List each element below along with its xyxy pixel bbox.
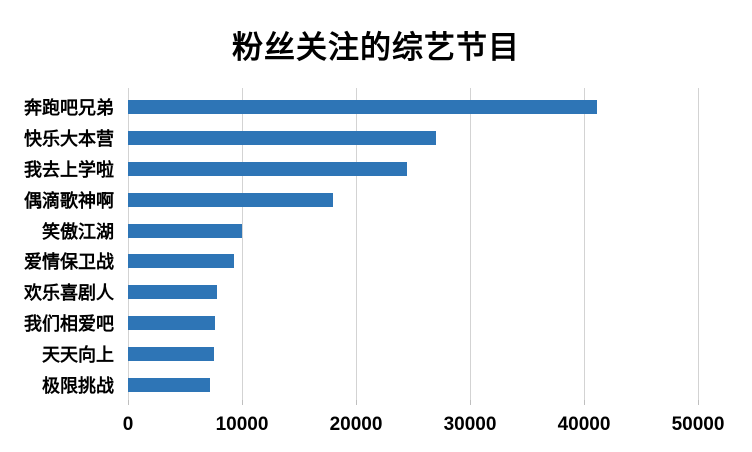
bar-row bbox=[128, 277, 700, 308]
bar-奔跑吧兄弟 bbox=[128, 100, 597, 115]
x-axis-tick-labels: 0 10000 20000 30000 40000 50000 bbox=[0, 414, 752, 438]
bar-row bbox=[128, 92, 700, 123]
bar-笑傲江湖 bbox=[128, 223, 242, 238]
gridline-x-0 bbox=[128, 88, 129, 400]
x-tick-mark bbox=[128, 400, 129, 405]
bar-row bbox=[128, 184, 700, 215]
bar-我去上学啦 bbox=[128, 161, 408, 176]
plot-area bbox=[128, 88, 700, 405]
x-tick-mark bbox=[242, 400, 243, 405]
bar-快乐大本营 bbox=[128, 131, 436, 146]
x-tick-mark bbox=[584, 400, 585, 405]
x-tick-label: 20000 bbox=[329, 414, 383, 435]
category-label: 天天向上 bbox=[42, 344, 114, 365]
x-tick-mark bbox=[356, 400, 357, 405]
bar-天天向上 bbox=[128, 346, 214, 361]
x-tick-label: 40000 bbox=[557, 414, 611, 435]
bar-爱情保卫战 bbox=[128, 254, 235, 269]
bar-row bbox=[128, 246, 700, 277]
gridline-x-20000 bbox=[356, 88, 357, 400]
category-label: 极限挑战 bbox=[42, 375, 114, 396]
bar-row bbox=[128, 308, 700, 339]
category-label: 欢乐喜剧人 bbox=[24, 283, 114, 304]
gridline-x-40000 bbox=[584, 88, 585, 400]
chart-title: 粉丝关注的综艺节目 bbox=[232, 30, 520, 65]
gridline-x-10000 bbox=[242, 88, 243, 400]
x-tick-mark bbox=[470, 400, 471, 405]
category-label: 笑傲江湖 bbox=[42, 221, 114, 242]
bar-欢乐喜剧人 bbox=[128, 285, 217, 300]
bar-我们相爱吧 bbox=[128, 315, 215, 330]
x-tick-label: 50000 bbox=[671, 414, 725, 435]
category-label: 偶滴歌神啊 bbox=[24, 190, 114, 211]
category-label: 我去上学啦 bbox=[24, 159, 114, 180]
bar-row bbox=[128, 154, 700, 185]
gridline-x-30000 bbox=[470, 88, 471, 400]
x-tick-label: 10000 bbox=[215, 414, 269, 435]
category-label: 我们相爱吧 bbox=[24, 313, 114, 334]
y-axis-category-labels: 奔跑吧兄弟快乐大本营我去上学啦偶滴歌神啊笑傲江湖爱情保卫战欢乐喜剧人我们相爱吧天… bbox=[0, 92, 114, 400]
bar-极限挑战 bbox=[128, 377, 211, 392]
bar-row bbox=[128, 123, 700, 154]
category-label: 爱情保卫战 bbox=[24, 252, 114, 273]
bar-row bbox=[128, 338, 700, 369]
bar-row bbox=[128, 369, 700, 400]
x-tick-label: 0 bbox=[122, 414, 134, 435]
x-tick-mark bbox=[698, 400, 699, 405]
category-label: 奔跑吧兄弟 bbox=[24, 98, 114, 119]
bar-row bbox=[128, 215, 700, 246]
x-tick-label: 30000 bbox=[443, 414, 497, 435]
bar-偶滴歌神啊 bbox=[128, 192, 334, 207]
category-label: 快乐大本营 bbox=[24, 129, 114, 150]
gridline-x-50000 bbox=[698, 88, 699, 400]
bar-series bbox=[128, 92, 700, 400]
